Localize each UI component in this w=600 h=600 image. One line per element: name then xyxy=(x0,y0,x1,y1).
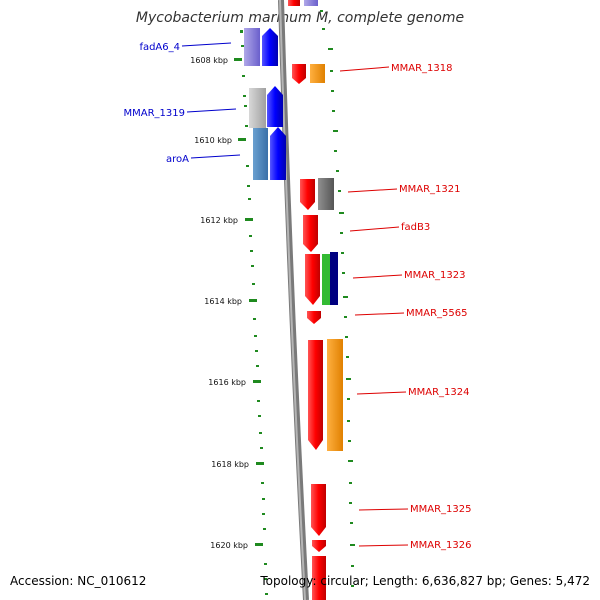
gene-red-1324[interactable] xyxy=(308,340,323,450)
ruler-1620: 1620 kbp xyxy=(210,541,263,550)
gene-label-aroA[interactable]: aroA xyxy=(166,154,189,165)
leader-lines xyxy=(181,42,409,547)
gene-label-MMAR_1319[interactable]: MMAR_1319 xyxy=(124,108,186,119)
gene-MMAR_1324[interactable] xyxy=(327,339,343,451)
accession-text: Accession: NC_010612 xyxy=(10,574,147,588)
gene-label-MMAR_1325[interactable]: MMAR_1325 xyxy=(410,504,472,515)
ruler-label: 1618 kbp xyxy=(211,460,249,469)
gene-MMAR_1323-green[interactable] xyxy=(322,254,330,305)
gene-aroA[interactable] xyxy=(270,127,286,180)
gene-aroA-steel[interactable] xyxy=(253,128,268,180)
ruler-label: 1616 kbp xyxy=(208,378,246,387)
gene-label-MMAR_1326[interactable]: MMAR_1326 xyxy=(410,540,472,551)
left-tick-track xyxy=(240,30,268,595)
gene-fadB3[interactable] xyxy=(303,215,318,252)
gene-label-MMAR_1318[interactable]: MMAR_1318 xyxy=(391,63,453,74)
ruler-label: 1614 kbp xyxy=(204,297,242,306)
ruler-label: 1620 kbp xyxy=(210,541,248,550)
gene-MMAR_1321[interactable] xyxy=(318,178,334,210)
gene-arrow[interactable] xyxy=(312,556,326,600)
right-tick-track xyxy=(320,10,355,587)
gene-label-fadA6_4[interactable]: fadA6_4 xyxy=(139,42,180,53)
ruler-1614: 1614 kbp xyxy=(204,297,257,306)
gene-fadA6_4-lav[interactable] xyxy=(244,28,260,66)
ruler-1608: 1608 kbp xyxy=(190,56,242,65)
ruler-1612: 1612 kbp xyxy=(200,216,253,225)
gene-label-MMAR_1323[interactable]: MMAR_1323 xyxy=(404,270,466,281)
ruler-1610: 1610 kbp xyxy=(194,136,246,145)
gene-red-1321[interactable] xyxy=(300,179,315,210)
gene-MMAR_1319[interactable] xyxy=(267,86,283,127)
gene-MMAR_1323-blue[interactable] xyxy=(330,252,338,305)
gene-red-1323[interactable] xyxy=(305,254,320,305)
gene-MMAR_5565[interactable] xyxy=(307,311,321,324)
genome-backbone xyxy=(278,0,309,600)
gene-label-MMAR_1321[interactable]: MMAR_1321 xyxy=(399,184,461,195)
gene-arrow[interactable] xyxy=(304,0,318,6)
gene-arrow[interactable] xyxy=(288,0,300,6)
ruler-label: 1612 kbp xyxy=(200,216,238,225)
genome-title: Mycobacterium marinum M, complete genome xyxy=(135,10,465,26)
gene-label-MMAR_1324[interactable]: MMAR_1324 xyxy=(408,387,470,398)
gene-label-fadB3[interactable]: fadB3 xyxy=(401,222,430,233)
ruler-1618: 1618 kbp xyxy=(211,460,264,469)
gene-MMAR_1326[interactable] xyxy=(312,540,326,552)
ruler-label: 1608 kbp xyxy=(190,56,228,65)
ruler-1616: 1616 kbp xyxy=(208,378,261,387)
gene-fadA6_4[interactable] xyxy=(262,28,278,66)
gene-MMAR_1325[interactable] xyxy=(311,484,326,536)
gene-MMAR_1318[interactable] xyxy=(310,64,325,83)
gene-red-small[interactable] xyxy=(292,64,306,84)
genome-backbone-highlight xyxy=(279,0,306,600)
gene-label-MMAR_5565[interactable]: MMAR_5565 xyxy=(406,308,468,319)
gene-MMAR_1319-grey[interactable] xyxy=(249,88,266,128)
ruler-label: 1610 kbp xyxy=(194,136,232,145)
genome-summary-text: Topology: circular; Length: 6,636,827 bp… xyxy=(260,574,590,588)
